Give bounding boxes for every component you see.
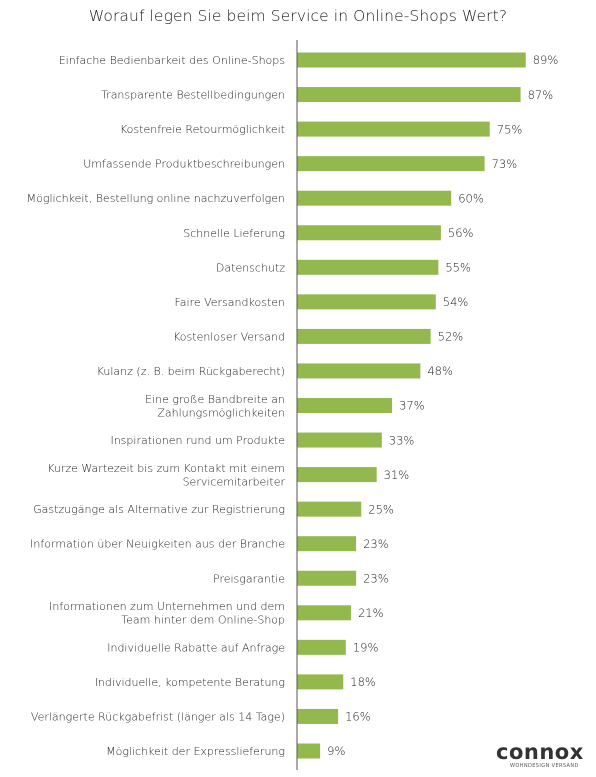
bar-13 bbox=[297, 467, 377, 483]
category-label-13: Kurze Wartezeit bis zum Kontakt mit eine… bbox=[47, 462, 285, 489]
value-label-14: 25% bbox=[368, 502, 394, 516]
value-label-21: 9% bbox=[327, 744, 345, 758]
connox-logo: connox WOHNDESIGN VERSAND bbox=[496, 740, 584, 770]
category-label-9: Kostenloser Versand bbox=[173, 330, 285, 343]
value-label-3: 75% bbox=[497, 122, 523, 136]
bar-2 bbox=[297, 87, 521, 103]
bar-17 bbox=[297, 605, 351, 621]
category-label-20: Verlängerte Rückgabefrist (länger als 14… bbox=[31, 710, 285, 723]
value-label-5: 60% bbox=[458, 191, 484, 205]
value-label-13: 31% bbox=[384, 468, 410, 482]
category-label-14: Gastzugänge als Alternative zur Registri… bbox=[33, 503, 285, 516]
bar-19 bbox=[297, 674, 344, 690]
value-label-9: 52% bbox=[438, 330, 464, 344]
bar-15 bbox=[297, 536, 357, 552]
value-label-1: 89% bbox=[533, 53, 559, 67]
value-label-17: 21% bbox=[358, 606, 384, 620]
category-label-12: Inspirationen rund um Produkte bbox=[110, 434, 285, 447]
bar-4 bbox=[297, 156, 485, 172]
value-label-2: 87% bbox=[528, 88, 554, 102]
bar-18 bbox=[297, 639, 346, 655]
value-label-15: 23% bbox=[363, 537, 389, 551]
category-label-18: Individuelle Rabatte auf Anfrage bbox=[107, 641, 285, 654]
category-label-11: Eine große Bandbreite an Zahlungsmöglichk… bbox=[145, 393, 285, 420]
category-label-1: Einfache Bedienbarkeit des Online-Shops bbox=[59, 54, 285, 67]
bar-9 bbox=[297, 328, 431, 344]
category-label-15: Information über Neuigkeiten aus der Bra… bbox=[30, 538, 285, 551]
logo-tagline: WOHNDESIGN VERSAND bbox=[510, 763, 579, 769]
value-label-8: 54% bbox=[443, 295, 469, 309]
category-label-3: Kostenfreie Retourmöglichkeit bbox=[120, 123, 285, 136]
category-label-10: Kulanz (z. B. beim Rückgaberecht) bbox=[97, 365, 285, 378]
value-label-19: 18% bbox=[350, 675, 376, 689]
bar-7 bbox=[297, 259, 439, 275]
bar-16 bbox=[297, 570, 357, 586]
category-label-17: Informationen zum Unternehmen und dem Tea… bbox=[49, 600, 285, 627]
category-label-4: Umfassende Produktbeschreibungen bbox=[83, 158, 285, 171]
value-label-4: 73% bbox=[492, 157, 518, 171]
bar-20 bbox=[297, 708, 339, 724]
bar-10 bbox=[297, 363, 421, 379]
chart-title: Worauf legen Sie beim Service in Online-… bbox=[88, 7, 508, 25]
bar-21 bbox=[297, 743, 321, 759]
bar-8 bbox=[297, 294, 436, 310]
value-label-12: 33% bbox=[389, 433, 415, 447]
bar-1 bbox=[297, 52, 526, 68]
bar-5 bbox=[297, 190, 452, 206]
category-label-16: Preisgarantie bbox=[213, 572, 285, 585]
value-label-18: 19% bbox=[353, 641, 379, 655]
category-label-2: Transparente Bestellbedingungen bbox=[101, 89, 285, 102]
bar-11 bbox=[297, 398, 393, 413]
bar-3 bbox=[297, 121, 490, 137]
category-label-6: Schnelle Lieferung bbox=[183, 227, 285, 240]
bar-6 bbox=[297, 225, 441, 241]
value-label-6: 56% bbox=[448, 226, 474, 240]
value-label-11: 37% bbox=[399, 399, 425, 413]
bar-12 bbox=[297, 432, 382, 448]
category-label-21: Möglichkeit der Expresslieferung bbox=[106, 745, 285, 758]
category-label-7: Datenschutz bbox=[216, 261, 285, 274]
category-label-19: Individuelle, kompetente Beratung bbox=[95, 676, 285, 689]
logo-wordmark: connox bbox=[496, 740, 584, 764]
value-label-16: 23% bbox=[363, 571, 389, 585]
value-label-20: 16% bbox=[345, 710, 371, 724]
value-label-10: 48% bbox=[427, 364, 453, 378]
bar-14 bbox=[297, 501, 362, 517]
category-label-8: Faire Versandkosten bbox=[174, 296, 285, 309]
category-label-5: Möglichkeit, Bestellung online nachzuver… bbox=[27, 192, 285, 205]
value-label-7: 55% bbox=[445, 261, 471, 275]
